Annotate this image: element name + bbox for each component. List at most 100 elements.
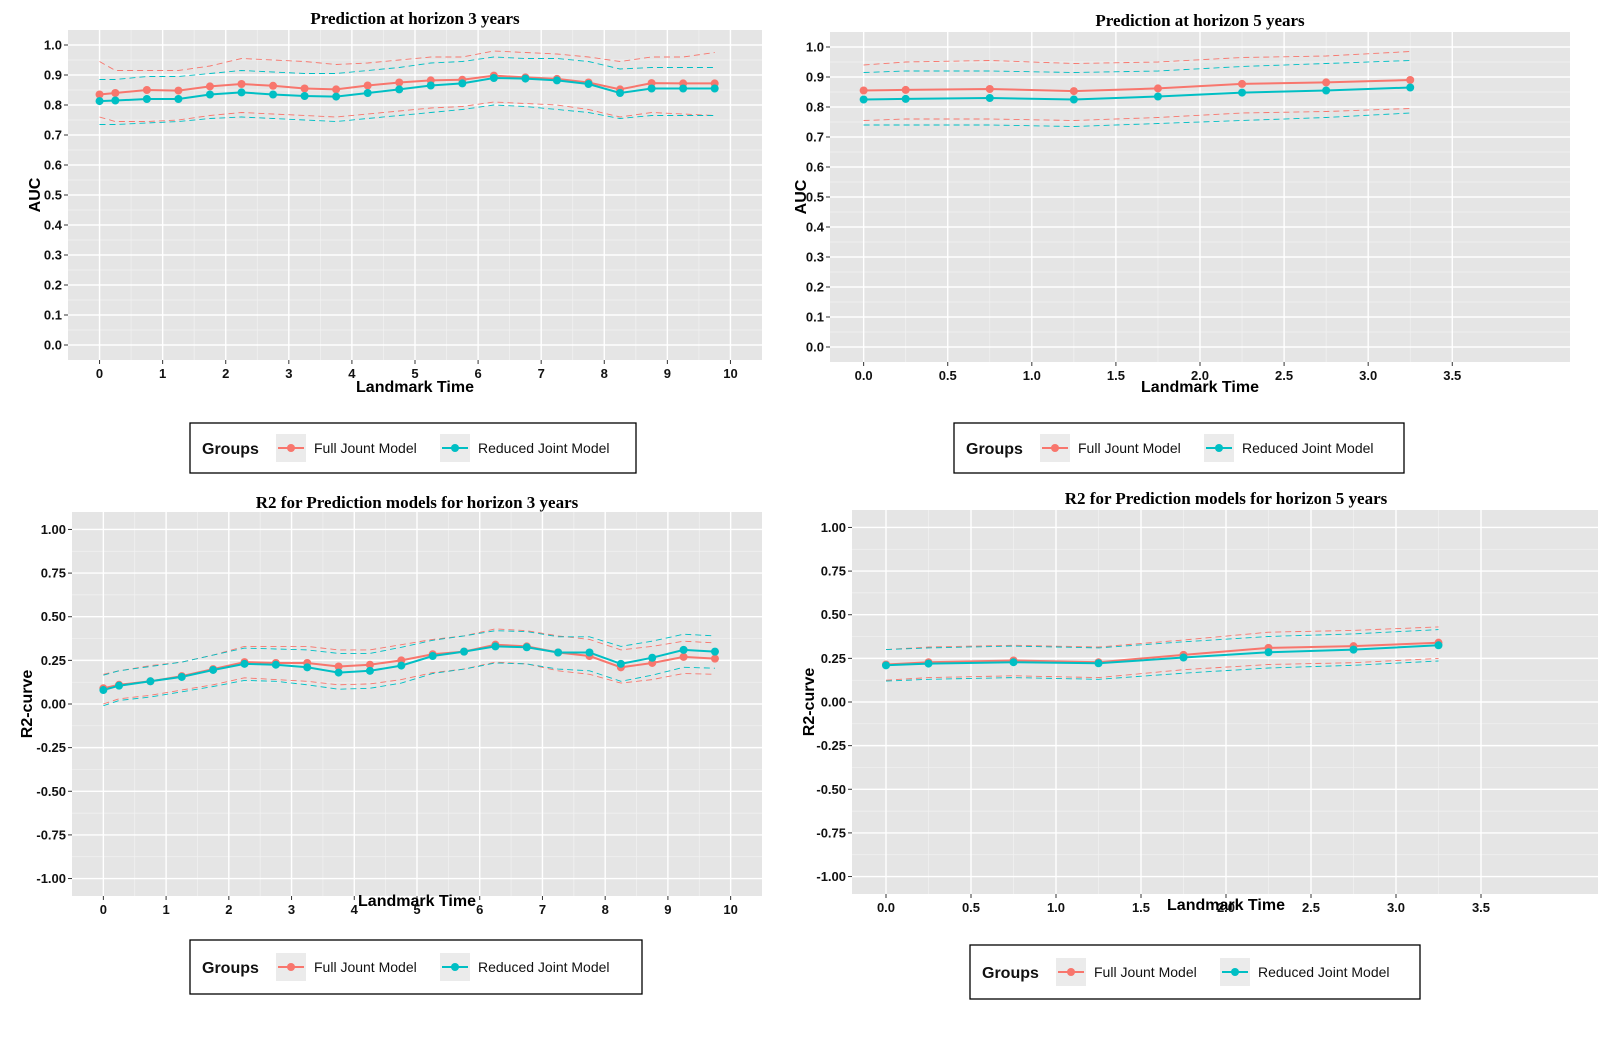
legend-item-label: Reduced Joint Model [478,440,610,456]
y-tick-label: 0.3 [44,248,62,263]
y-tick-label: -0.75 [816,825,846,840]
data-point [554,648,563,657]
y-tick-label: 0.8 [806,100,824,115]
legend: Groups Full Jount Model Reduced Joint Mode… [953,422,1405,474]
x-axis-title: Landmark Time [1167,897,1285,914]
chart-title: R2 for Prediction models for horizon 3 y… [256,493,579,512]
data-point [985,94,994,102]
chart-title: Prediction at horizon 5 years [1095,11,1305,30]
data-point [332,85,341,94]
x-tick-label: 6 [474,366,481,381]
data-point [174,86,183,95]
y-axis-title: AUC [793,179,810,214]
data-point [616,659,625,668]
data-point [111,96,120,105]
chart-svg: 0.0 0.1 0.2 0.3 0.4 0.5 0.6 0.7 0.8 0.9 1.0 0 1 2 3 4 5 6… [27,9,762,474]
data-point [365,666,374,675]
data-point [710,647,719,656]
x-tick-label: 9 [664,902,671,917]
x-tick-label: 8 [601,366,608,381]
data-point [395,78,404,87]
y-tick-label: 0.7 [44,128,62,143]
y-tick-label: 0.75 [41,566,66,581]
y-tick-label: -0.50 [36,784,66,799]
x-tick-label: 7 [539,902,546,917]
chart-panel-1: 0.0 0.1 0.2 0.3 0.4 0.5 0.6 0.7 0.8 0.9 1.0 0 1 2 3 4 5 6… [0,0,790,490]
x-tick-label: 5 [411,366,418,381]
y-axis-title: AUC [27,177,44,212]
data-point [710,84,719,93]
data-point [552,76,561,85]
data-point [174,95,183,103]
y-tick-label: 0.2 [806,280,824,295]
x-tick-label: 1 [162,902,169,917]
legend-box [969,944,1421,1000]
y-tick-label: 0.3 [806,250,824,265]
y-tick-label: -0.25 [816,738,846,753]
y-tick-label: 0.25 [821,651,846,666]
y-tick-label: 0.4 [44,218,63,233]
ci-lower-line [99,104,715,125]
data-point [1069,95,1078,104]
data-point [99,686,108,695]
data-point [1238,88,1247,97]
data-point [679,645,688,654]
series-line [863,86,1411,101]
data-point [365,660,374,669]
x-tick-label: 0.0 [855,368,873,383]
chart-panel-3: -1.00 -0.75 -0.50 -0.25 0.00 0.25 0.50 0.75 1.00… [0,490,790,1040]
data-point [205,90,214,99]
legend-key-point [287,444,295,452]
data-point [1069,87,1078,96]
data-point [985,85,994,93]
data-point [111,89,120,97]
data-point [584,80,593,88]
y-tick-label: 0.50 [821,607,846,622]
x-tick-label: 10 [723,902,737,917]
ci-upper-line [863,51,1411,66]
chart-title: Prediction at horizon 3 years [310,9,520,28]
x-tick-label: 0 [100,902,107,917]
data-point [924,659,933,668]
y-tick-label: 0.6 [44,158,62,173]
data-point [1153,92,1162,101]
y-tick-label: 0.9 [806,70,824,85]
data-point [458,79,467,88]
data-point [332,92,341,101]
data-point [300,92,309,100]
data-point [303,663,312,672]
legend-key-point [1215,444,1223,452]
data-point [1179,653,1188,662]
data-point [1349,645,1358,654]
ci-upper-line [885,626,1439,651]
y-tick-label: 0.0 [44,338,62,353]
x-tick-label: 6 [476,902,483,917]
x-tick-label: 3.0 [1359,368,1377,383]
x-tick-label: 9 [664,366,671,381]
x-tick-label: 2.5 [1275,368,1293,383]
ci-upper-line [99,56,715,80]
data-point [363,89,372,97]
y-tick-label: -0.75 [36,827,66,842]
legend-item-label: Reduced Joint Model [478,959,610,975]
y-tick-label: 0.00 [821,695,846,710]
data-point [397,661,406,670]
legend-key-point [1231,968,1239,976]
x-axis-title: Landmark Time [358,893,476,910]
y-tick-label: 1.0 [44,38,62,53]
legend-item-label: Reduced Joint Model [1258,964,1390,980]
y-tick-label: 0.7 [806,130,824,145]
legend-box [189,939,643,995]
y-tick-label: -1.00 [36,871,66,886]
data-point [1322,86,1331,95]
data-point [209,665,218,674]
data-point [901,85,910,94]
y-tick-label: 0.2 [44,278,62,293]
data-point [679,652,688,661]
data-point [300,84,309,93]
data-point [1094,659,1103,668]
data-point [859,95,868,104]
data-point [521,74,530,83]
data-point [334,668,343,677]
series-line [863,79,1411,93]
